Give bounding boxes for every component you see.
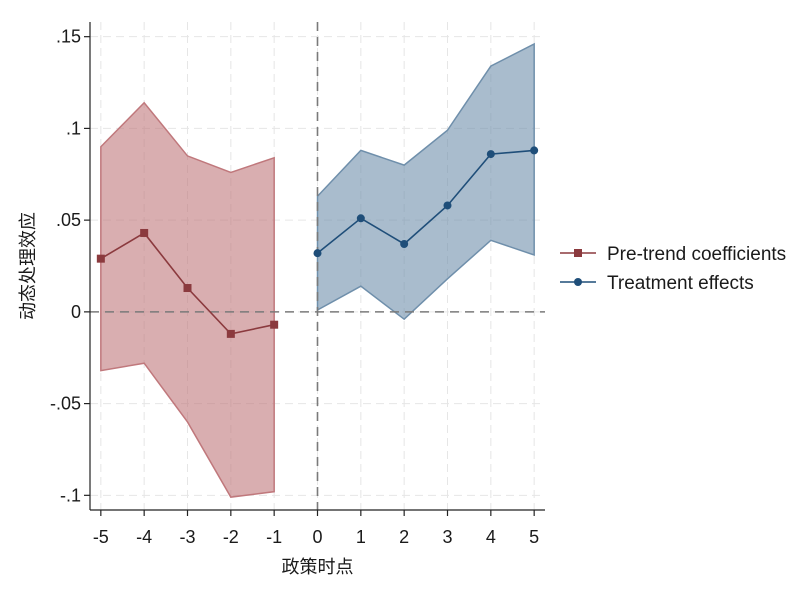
legend-label: Treatment effects: [607, 273, 754, 294]
x-tick-label: -1: [266, 527, 282, 547]
reference-lines: [90, 22, 545, 510]
x-tick-label: 2: [399, 527, 409, 547]
x-tick-label: 3: [442, 527, 452, 547]
y-axis-title: 动态处理效应: [18, 212, 39, 320]
y-tick-label: .1: [66, 118, 81, 138]
x-tick-label: 0: [312, 527, 322, 547]
legend-label: Pre-trend coefficients: [607, 244, 786, 265]
y-tick-label: 0: [71, 302, 81, 322]
legend: Pre-trend coefficients Treatment effects: [560, 244, 786, 294]
data-point-marker: [356, 214, 365, 223]
x-tick-label: 1: [356, 527, 366, 547]
data-point-marker: [183, 284, 192, 293]
y-tick-label: -.05: [50, 394, 81, 414]
y-tick-label: -.1: [60, 485, 81, 505]
x-tick-label: -3: [179, 527, 195, 547]
data-point-marker: [140, 228, 149, 237]
x-axis-title: 政策时点: [282, 557, 354, 578]
x-tick-label: -2: [223, 527, 239, 547]
x-tick-label: 5: [529, 527, 539, 547]
confidence-band-0: [100, 101, 275, 498]
data-point-marker: [313, 249, 322, 258]
data-point-marker: [96, 254, 105, 263]
data-point-marker: [486, 150, 495, 159]
legend-marker: [574, 249, 582, 257]
data-point-marker: [530, 146, 539, 155]
x-tick-label: 4: [486, 527, 496, 547]
data-point-marker: [226, 329, 235, 338]
series-line-1: [316, 149, 535, 254]
confidence-band-1: [316, 42, 535, 321]
x-tick-label: -5: [93, 527, 109, 547]
axes: -.1 -.05 0 .05 .1 .15 -5 -4 -3 -2 -1 0 1 2 3 4 5: [50, 22, 545, 547]
x-tick-label: -4: [136, 527, 152, 547]
confidence-bands: [100, 42, 535, 498]
data-point-marker: [443, 201, 452, 210]
y-tick-label: .05: [56, 210, 81, 230]
series-markers: [96, 146, 539, 338]
y-tick-label: .15: [56, 27, 81, 47]
data-point-marker: [400, 239, 409, 248]
data-point-marker: [270, 320, 279, 329]
legend-marker: [574, 278, 582, 286]
